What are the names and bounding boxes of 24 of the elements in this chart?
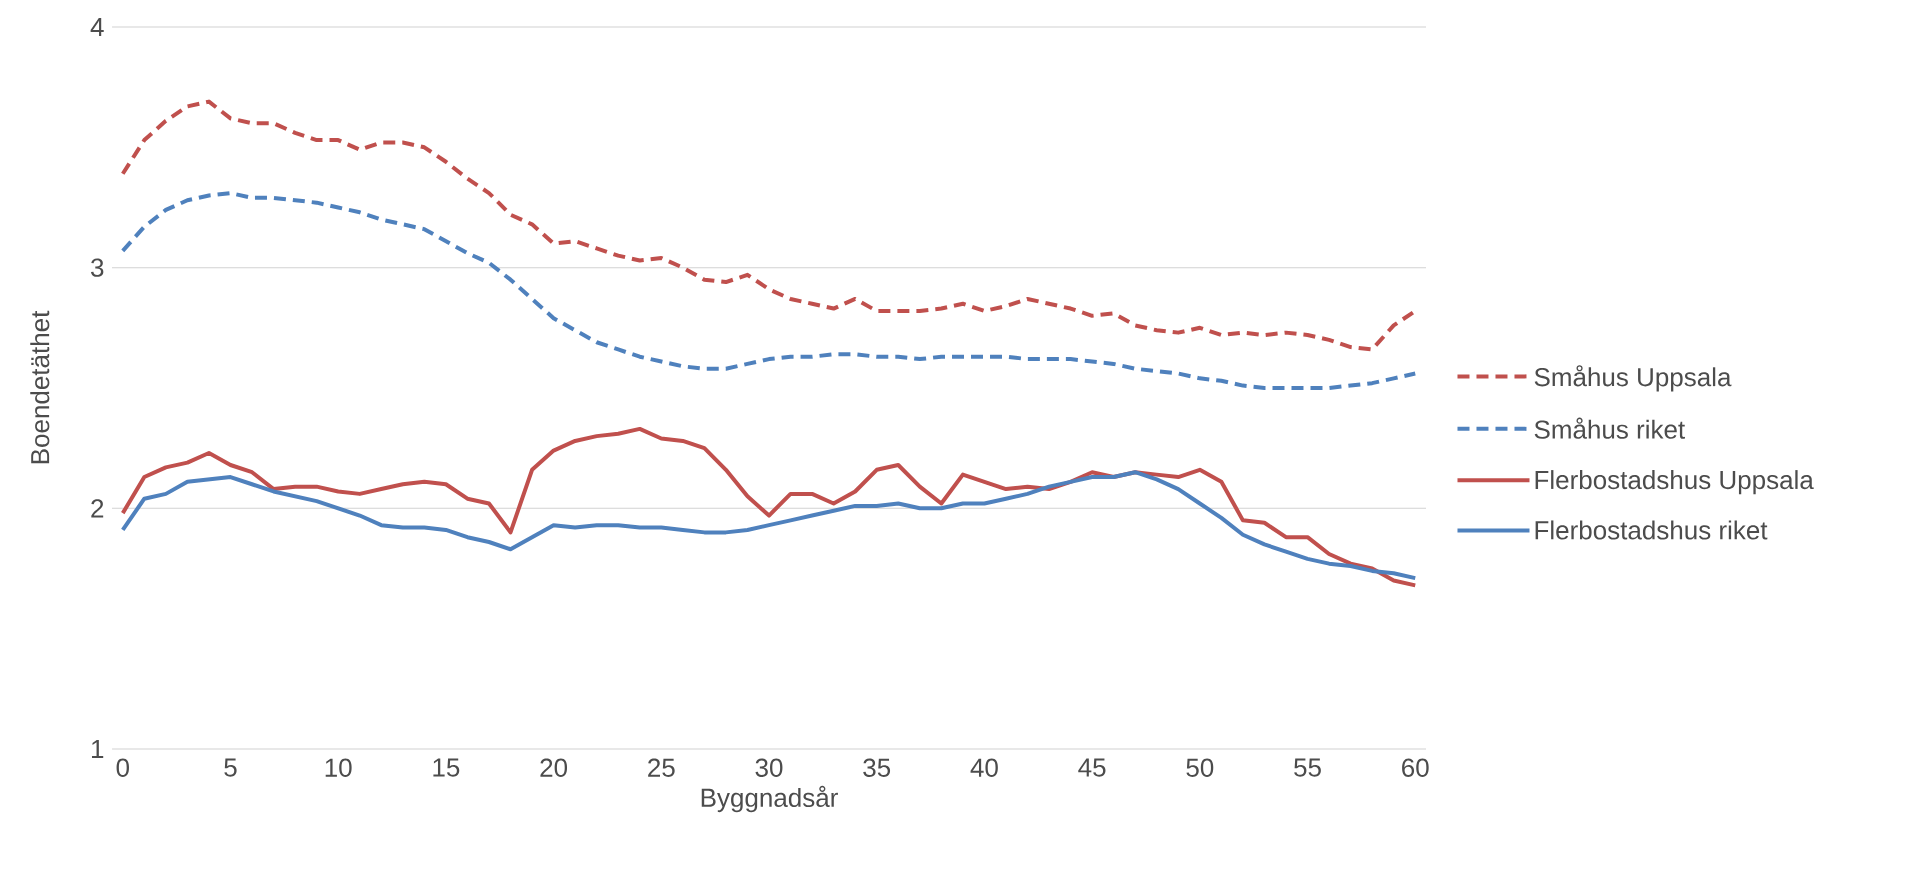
x-tick-label: 20 — [540, 758, 568, 777]
x-tick-label: 30 — [755, 758, 783, 777]
x-tick-label: 25 — [648, 758, 675, 777]
line-series — [120, 426, 1418, 588]
x-tick-label: 35 — [863, 758, 891, 777]
x-tick-label: 55 — [1294, 758, 1321, 777]
legend-label: Flerbostadshus riket — [1535, 520, 1768, 540]
x-tick-label: 60 — [1402, 758, 1429, 777]
x-axis-title: Byggnadsår — [701, 785, 838, 813]
y-tick-label: 1 — [91, 740, 104, 758]
y-tick-label: 3 — [91, 258, 104, 277]
y-tick-label: 2 — [91, 499, 104, 518]
x-tick-label: 45 — [1078, 758, 1106, 777]
legend-label: Flerbostadshus Uppsala — [1535, 470, 1814, 495]
x-tick-label: 50 — [1186, 758, 1214, 777]
y-tick-label: 4 — [90, 18, 104, 36]
legend-label: Småhus Uppsala — [1534, 365, 1732, 392]
x-tick-label: 0 — [116, 758, 129, 777]
y-axis-title: Boendetäthet — [30, 310, 50, 464]
legend-label: Småhus riket — [1534, 417, 1685, 439]
x-tick-label: 10 — [325, 758, 352, 777]
x-tick-label: 5 — [224, 758, 237, 777]
x-tick-label: 40 — [970, 758, 998, 777]
x-tick-label: 15 — [433, 758, 460, 777]
